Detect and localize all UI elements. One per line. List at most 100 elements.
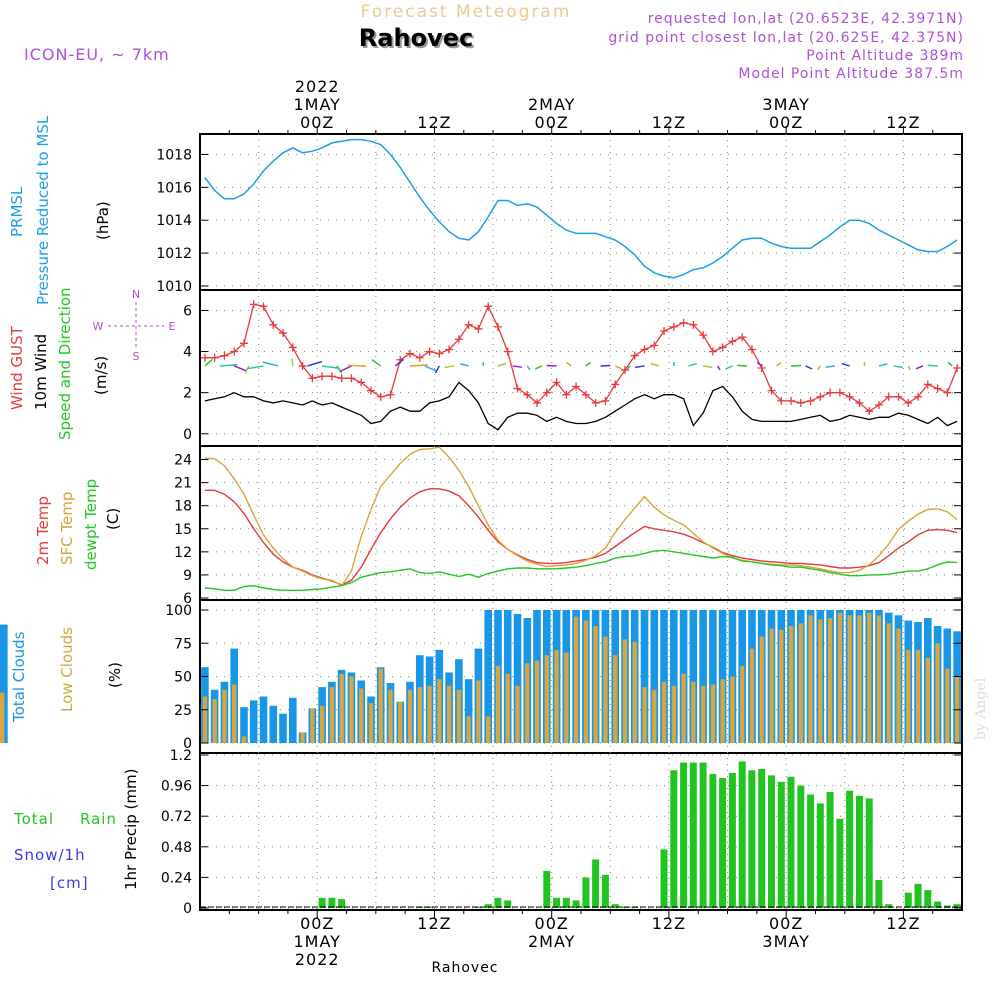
wind-gust-marker [523, 390, 532, 399]
low-clouds-bar [349, 676, 354, 743]
clouds-ytick-label: 25 [174, 703, 192, 719]
wind-ytick-label: 0 [183, 427, 192, 443]
time-label: 12Z [886, 914, 920, 933]
low-clouds-bar [0, 692, 5, 743]
wind-gust-marker [718, 343, 727, 352]
wind-direction-arrow [460, 363, 469, 367]
precip-unit-label: 1hr Precip (mm) [122, 769, 140, 890]
low-clouds-bar [886, 623, 891, 743]
precip-bar [338, 899, 346, 908]
precip-bar [748, 770, 756, 908]
wind-direction-arrow [497, 362, 507, 367]
low-clouds-bar [896, 628, 901, 743]
low-clouds-bar [329, 687, 335, 743]
clouds-ytick-label: 75 [174, 636, 192, 652]
pressure-panel [204, 138, 958, 279]
wind-gust-marker [533, 398, 542, 407]
pressure-ytick-label: 1010 [156, 279, 192, 295]
low-clouds-bar [788, 626, 794, 743]
wind-direction-arrow [817, 365, 821, 371]
time-label: 1MAY [293, 95, 340, 114]
low-clouds-bar [505, 673, 510, 743]
wind-ytick-label: 2 [183, 386, 192, 402]
wind-gust-marker [708, 347, 717, 356]
total-clouds-bar [650, 610, 659, 743]
wind-speed-dir-label: Speed and Direction [56, 287, 74, 440]
precip-bar [826, 792, 834, 908]
low-clouds-label: Low Clouds [58, 627, 76, 712]
wind-direction-arrow [725, 365, 733, 370]
wind-gust-marker [386, 390, 395, 399]
wind-direction-arrow [262, 361, 279, 367]
wind-direction-arrow [717, 365, 721, 371]
wind-gust-marker [484, 302, 493, 311]
precip-ytick-label: 0.24 [161, 870, 192, 886]
precip-bar [865, 798, 873, 908]
temperature-ytick-label: 18 [174, 499, 192, 515]
wind-gust-marker [738, 333, 747, 342]
pressure-frame [199, 133, 963, 291]
model-name: ICON-EU, ~ 7km [24, 45, 170, 64]
wind-direction-arrow [233, 365, 248, 372]
wind-panel [201, 300, 962, 431]
low-clouds-bar [300, 732, 305, 743]
wind-gust-marker [904, 398, 913, 407]
wind-direction-arrow [434, 365, 441, 374]
low-clouds-bar [681, 673, 686, 743]
time-label: 00Z [769, 113, 803, 132]
wind-gust-marker [347, 374, 356, 383]
wind-gust-marker [826, 388, 835, 397]
precip-bar [738, 761, 746, 908]
compass-north: N [132, 288, 140, 301]
pressure-ytick-label: 1016 [156, 180, 192, 196]
low-clouds-bar [632, 641, 637, 743]
low-clouds-bar [915, 649, 921, 743]
precip-bar [768, 775, 775, 908]
wind-gust-marker [923, 380, 932, 389]
low-clouds-bar [515, 685, 520, 743]
low-clouds-bar [837, 612, 843, 743]
wind-gust-marker [933, 384, 942, 393]
precip-bar [855, 795, 863, 908]
clouds-panel [0, 610, 961, 744]
wind-gust-marker [406, 349, 415, 358]
wind-gust-marker [777, 396, 786, 405]
wind-gust-marker [230, 347, 239, 356]
low-clouds-bar [583, 620, 589, 743]
wind-gust-marker [357, 378, 366, 387]
low-clouds-bar [417, 687, 422, 743]
wind-direction-arrow [566, 361, 572, 367]
low-clouds-bar [867, 612, 872, 743]
time-label: 2022 [295, 950, 340, 969]
low-clouds-bar [925, 657, 930, 743]
total-clouds-bar [0, 624, 8, 743]
clouds-ytick-label: 0 [183, 736, 192, 752]
precip-bar [601, 874, 609, 908]
wind-direction-arrow [339, 365, 352, 373]
low-clouds-bar [466, 716, 471, 743]
low-clouds-bar [945, 668, 950, 743]
wind-gust-marker [249, 300, 258, 309]
precip-bar [660, 849, 668, 908]
precip-bar [699, 762, 707, 908]
wind-direction-arrow [291, 358, 294, 367]
wind-direction-arrow [626, 365, 631, 371]
snow-label: Snow/1h [14, 846, 86, 864]
temp-sfc-line [204, 446, 958, 587]
wind-gust-marker [816, 392, 825, 401]
clouds-ytick-label: 100 [165, 603, 192, 619]
wind-direction-arrow [947, 361, 953, 367]
low-clouds-bar [368, 703, 374, 743]
wind-gust-marker [796, 398, 805, 407]
time-label: 3MAY [762, 95, 809, 114]
wind-direction-arrow [371, 359, 382, 367]
precip-ytick-label: 1.2 [170, 748, 192, 764]
wind-gust-marker [914, 392, 923, 401]
total-clouds-bar [279, 713, 287, 743]
wind-gust-marker [474, 324, 483, 333]
temp-2m-label: 2m Temp [34, 496, 52, 565]
precip-bar [709, 774, 717, 908]
precip-bar [582, 877, 590, 908]
